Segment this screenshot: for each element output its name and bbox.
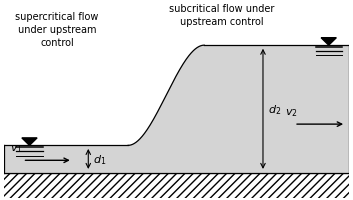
Text: $d_2$: $d_2$ [268, 102, 281, 116]
Polygon shape [4, 46, 349, 173]
Bar [4, 173, 349, 198]
Text: supercritical flow
under upstream
control: supercritical flow under upstream contro… [16, 12, 99, 48]
Text: subcritical flow under
upstream control: subcritical flow under upstream control [169, 4, 274, 26]
Polygon shape [321, 38, 336, 46]
Text: $v_1$: $v_1$ [10, 143, 23, 154]
Text: $d_1$: $d_1$ [94, 152, 107, 166]
Text: $v_2$: $v_2$ [286, 107, 298, 118]
Polygon shape [22, 138, 37, 146]
